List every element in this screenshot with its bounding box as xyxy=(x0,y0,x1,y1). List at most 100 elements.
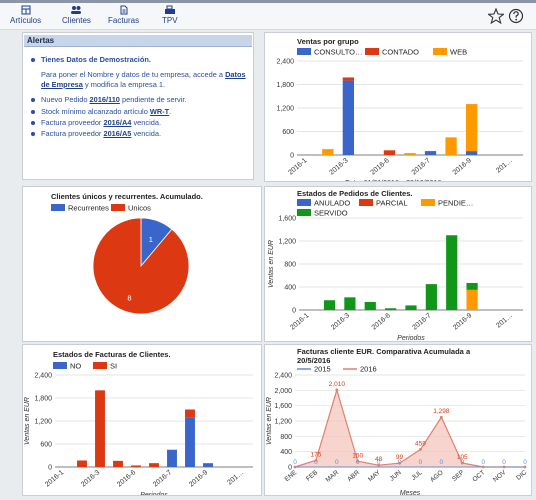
data-point-2016 xyxy=(439,415,443,419)
x-tick-label: 2016-6 xyxy=(370,157,391,176)
x-tick-label: 2016-7 xyxy=(411,157,432,176)
list-item: Factura proveedor 2016/A4 vencida. xyxy=(31,118,247,128)
chart-bar xyxy=(465,104,478,152)
order-link[interactable]: 2016/110 xyxy=(89,95,120,105)
y-tick-label: 2,000 xyxy=(274,388,292,395)
legend-swatch xyxy=(297,199,311,206)
data-point-2016 xyxy=(314,458,318,462)
y-axis-label: Ventas en EUR xyxy=(266,397,273,445)
legend-label: SERVIDO xyxy=(314,209,348,218)
data-point-2016 xyxy=(481,465,485,469)
data-label-2016: 48 xyxy=(375,456,383,463)
chart-bar xyxy=(167,449,177,467)
x-tick-label: JUN xyxy=(389,469,403,483)
x-axis-label: Periodos xyxy=(397,335,425,341)
chart-title: 20/5/2016 xyxy=(297,356,330,365)
users-icon xyxy=(71,6,82,14)
toolbar-facturas-label: Facturas xyxy=(108,16,140,25)
toolbar-articulos-label: Artículos xyxy=(10,16,42,25)
chart-bar xyxy=(131,465,141,467)
y-tick-label: 0 xyxy=(290,153,294,160)
help-icon[interactable] xyxy=(508,8,524,24)
alert-text: Stock mínimo alcanzado artículo xyxy=(41,106,148,116)
legend-swatch xyxy=(359,199,373,206)
alert-text: Nuevo Pedido xyxy=(41,95,88,105)
chart-bar xyxy=(383,150,396,155)
data-label-2015: 0 xyxy=(314,459,318,466)
toolbar-articulos-button[interactable]: Artículos xyxy=(10,5,41,25)
alerts-panel: Alertas Tienes Datos de Demostración. Pa… xyxy=(22,32,254,180)
data-point-2016 xyxy=(293,465,297,469)
data-label-2015: 0 xyxy=(440,459,444,466)
company-data-link[interactable]: Datos de Empresa xyxy=(41,70,246,89)
demo-data-text: Para poner el Nombre y datos de tu empre… xyxy=(41,70,223,80)
chart-bar xyxy=(323,300,336,310)
y-tick-label: 1,200 xyxy=(276,106,294,113)
legend-swatch xyxy=(421,199,435,206)
y-tick-label: 1,200 xyxy=(274,419,292,426)
y-tick-label: 1,800 xyxy=(276,82,294,89)
x-tick-label: 2016-3 xyxy=(330,312,351,331)
y-tick-label: 600 xyxy=(40,442,52,449)
data-label-2015: 0 xyxy=(377,459,381,466)
legend-swatch xyxy=(297,209,311,216)
x-tick-label: 2016-9 xyxy=(188,469,209,488)
x-axis-label: Entre 01/01/2016 y 30/12/2016 por meses xyxy=(345,180,476,181)
ventas-grupo-chart: Ventas por grupo CONSULTO… CONTADO WEB 0 600 1… xyxy=(276,37,523,187)
toolbar-tpv-button[interactable]: TPV xyxy=(162,5,178,25)
data-point-2016 xyxy=(419,448,422,451)
x-tick-label: 2016-3 xyxy=(328,157,349,176)
y-tick-label: 2,400 xyxy=(274,373,292,380)
chart-bar xyxy=(342,77,355,81)
x-tick-label: SEP xyxy=(451,469,465,483)
chart-bar xyxy=(322,149,334,155)
y-tick-label: 0 xyxy=(48,465,52,472)
data-label-2016: 1,298 xyxy=(433,408,450,415)
chart-bar xyxy=(364,301,376,310)
list-item: Tienes Datos de Demostración. xyxy=(31,55,247,64)
article-link[interactable]: WR-T xyxy=(149,106,170,116)
y-tick-label: 1,200 xyxy=(34,419,52,426)
x-tick-label: NOV xyxy=(492,469,508,484)
chart-bar xyxy=(185,409,195,418)
x-tick-label: MAY xyxy=(367,469,382,484)
toolbar-facturas-button[interactable]: Facturas xyxy=(108,5,139,25)
invoice-link[interactable]: 2016/A5 xyxy=(103,129,132,139)
invoice-link[interactable]: 2016/A4 xyxy=(103,118,132,128)
list-item: Stock mínimo alcanzado artículo WR-T. xyxy=(31,106,247,116)
facturas-estados-chart: Estados de Facturas de Clientes. NO SI 0 600… xyxy=(24,350,253,499)
toolbar-tpv-label: TPV xyxy=(162,16,178,25)
x-tick-label: ENE xyxy=(284,469,299,483)
y-tick-label: 600 xyxy=(282,129,294,136)
x-tick-label: 2016-7 xyxy=(411,312,432,331)
data-label-2015: 0 xyxy=(481,459,485,466)
toolbar-clientes-button[interactable]: Clientes xyxy=(62,5,91,25)
chart-bar xyxy=(425,284,437,310)
chart-bar xyxy=(424,151,437,155)
legend-swatch xyxy=(297,48,311,55)
data-point-2016 xyxy=(460,461,464,465)
y-tick-label: 2,400 xyxy=(276,59,294,66)
y-tick-label: 1,600 xyxy=(278,216,296,223)
data-label-2016: 105 xyxy=(457,454,468,461)
x-tick-label: MAR xyxy=(325,469,341,484)
list-item: Para poner el Nombre y datos de tu empre… xyxy=(41,70,247,89)
data-label-2016: 459 xyxy=(415,440,426,447)
facturas-comparativa-panel: Facturas cliente EUR. Comparativa Acumul… xyxy=(264,344,532,497)
y-axis-label: Ventas en EUR xyxy=(24,397,31,445)
alert-text: vencida. xyxy=(133,118,161,128)
chart-bar xyxy=(344,297,356,310)
alert-text: pendiente de servir. xyxy=(121,95,187,105)
y-tick-label: 1,800 xyxy=(34,396,52,403)
legend-swatch xyxy=(93,362,107,369)
legend-label: ANULADO xyxy=(314,199,350,208)
star-icon[interactable] xyxy=(488,8,504,24)
data-label-2016: 2,010 xyxy=(329,381,346,388)
x-tick-label: 2016-9 xyxy=(452,157,473,176)
legend-label: SI xyxy=(110,362,117,371)
y-tick-label: 2,400 xyxy=(34,373,52,380)
x-tick-label: 201… xyxy=(226,469,245,486)
pedidos-panel: Estados de Pedidos de Clientes. ANULADO PA… xyxy=(264,186,532,342)
chart-bar xyxy=(405,305,417,310)
x-tick-label: 2016-1 xyxy=(44,469,65,488)
